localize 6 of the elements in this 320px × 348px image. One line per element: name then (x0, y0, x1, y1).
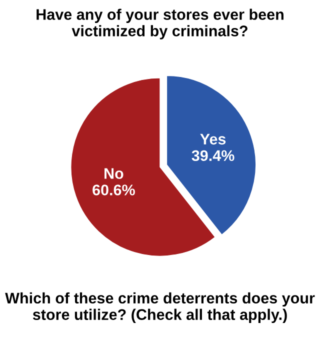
slice-label: Yes (200, 134, 226, 145)
text: Which of these crime deterrents does your store utilize? (Check all that apply.) (5, 292, 315, 324)
slice-label: No (104, 168, 124, 179)
data-label: 60.6% (92, 184, 135, 196)
chart-title: Have any of your stores ever been victimized by criminals? (36, 8, 284, 40)
data-label: 39.4% (192, 150, 234, 162)
